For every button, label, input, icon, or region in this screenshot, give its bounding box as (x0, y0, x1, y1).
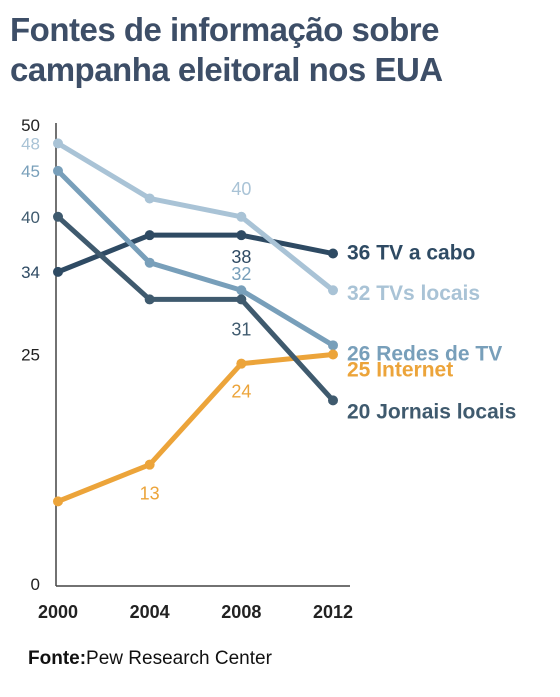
series-line-tvs-locais (55, 140, 336, 293)
data-point-redes-de-tv-2012 (328, 340, 338, 351)
y-tick-label-40: 40 (21, 208, 40, 227)
chart-title: Fontes de informação sobre campanha elei… (10, 10, 550, 90)
data-label-tv-a-cabo-2008: 38 (231, 247, 251, 267)
data-label-redes-de-tv-2008: 32 (231, 264, 251, 284)
series-jornais-locais: 31 20 Jornais locais (53, 211, 516, 423)
data-point-redes-de-tv-2000 (53, 165, 63, 176)
data-point-internet-2008 (236, 358, 247, 369)
data-point-jornais-locais-2000 (53, 211, 63, 222)
x-tick-label-2008: 2008 (221, 602, 261, 622)
series-line-redes-de-tv (55, 168, 336, 348)
source-note: Fonte:Pew Research Center (28, 648, 272, 670)
end-label-redes-de-tv: 26 Redes de TV (347, 342, 502, 365)
series-tv-a-cabo: 38 36 TV a cabo (53, 230, 475, 277)
data-point-jornais-locais-2004 (144, 294, 155, 305)
end-label-jornais-locais: 20 Jornais locais (347, 400, 516, 423)
data-point-tv-a-cabo-2000 (53, 266, 63, 277)
data-point-tv-a-cabo-2008 (236, 230, 247, 241)
x-tick-labels: 2000 2004 2008 2012 (38, 602, 353, 622)
data-label-internet-2004: 13 (140, 484, 160, 504)
data-point-tv-a-cabo-2012 (328, 248, 338, 259)
data-point-tv-a-cabo-2004 (144, 230, 155, 241)
title-line-1: Fontes de informação sobre (10, 11, 439, 48)
y-tick-label-25: 25 (21, 346, 40, 365)
data-label-internet-2008: 24 (231, 382, 251, 402)
y-tick-label-0: 0 (31, 575, 40, 594)
title-line-2: campanha eleitoral nos EUA (10, 51, 443, 88)
y-tick-label-50: 50 (21, 116, 40, 135)
data-label-tvs-locais-2008: 40 (231, 179, 251, 199)
series-tvs-locais: 40 32 TVs locais (53, 138, 480, 305)
data-point-tvs-locais-2000 (53, 138, 63, 149)
series-group: 38 36 TV a cabo 40 32 TVs locais 32 26 Redes … (53, 138, 516, 507)
data-point-redes-de-tv-2008 (236, 285, 247, 296)
data-point-tvs-locais-2008 (236, 211, 247, 222)
x-tick-label-2000: 2000 (38, 602, 78, 622)
y-tick-label-34: 34 (21, 263, 40, 282)
data-point-internet-2012 (328, 349, 338, 360)
x-tick-label-2004: 2004 (130, 602, 170, 622)
data-point-redes-de-tv-2004 (144, 257, 155, 268)
data-point-jornais-locais-2012 (328, 395, 338, 406)
source-label: Fonte: (28, 648, 87, 669)
series-line-internet (55, 352, 336, 504)
end-label-tvs-locais: 32 TVs locais (347, 282, 480, 305)
y-tick-label-48: 48 (21, 134, 40, 153)
series-line-tv-a-cabo (55, 232, 336, 275)
data-point-jornais-locais-2008 (236, 294, 247, 305)
source-text: Pew Research Center (86, 648, 272, 669)
end-label-internet: 25 Internet (347, 359, 453, 382)
data-label-jornais-locais-2008: 31 (231, 319, 251, 339)
series-internet: 13 24 25 Internet (53, 349, 453, 507)
x-tick-label-2012: 2012 (313, 602, 353, 622)
y-tick-label-45: 45 (21, 162, 40, 181)
data-point-internet-2000 (53, 496, 63, 507)
series-redes-de-tv: 32 26 Redes de TV (53, 165, 502, 365)
series-line-jornais-locais (55, 214, 336, 403)
end-label-tv-a-cabo: 36 TV a cabo (347, 242, 475, 265)
data-point-tvs-locais-2004 (144, 193, 155, 204)
data-point-tvs-locais-2012 (328, 285, 338, 296)
data-point-internet-2004 (144, 459, 155, 470)
